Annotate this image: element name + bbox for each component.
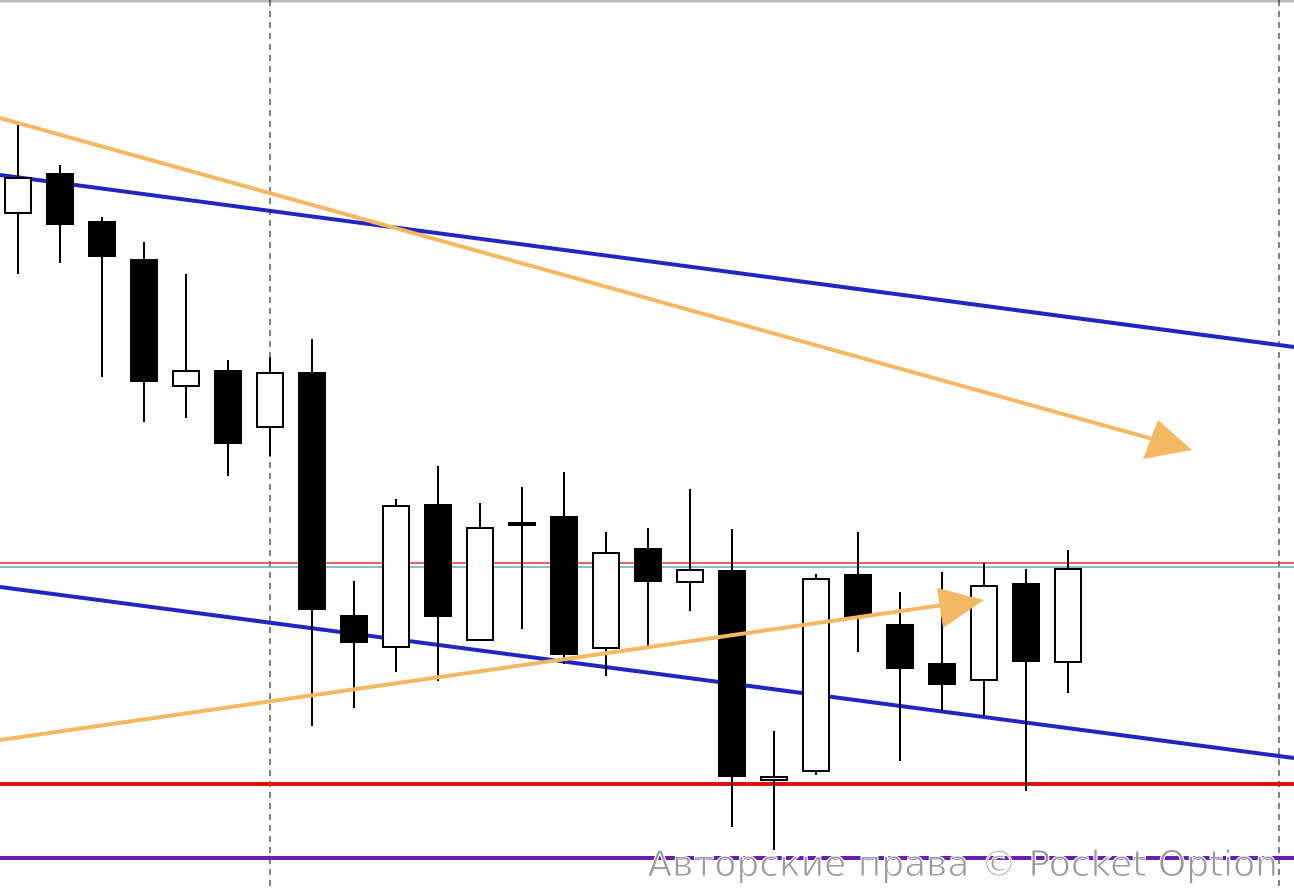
candle-body <box>718 570 746 777</box>
candle-body <box>676 569 704 583</box>
candle-body <box>760 776 788 781</box>
candle-body <box>214 370 242 444</box>
candle-body <box>424 504 452 617</box>
candle-body <box>172 370 200 387</box>
channel-line <box>0 173 1294 349</box>
candle-body <box>340 615 368 643</box>
candle-body <box>256 372 284 428</box>
arrow-head <box>1143 420 1192 459</box>
candle-body <box>928 663 956 685</box>
trend-arrow <box>0 116 1161 443</box>
candle-body <box>298 372 326 610</box>
candle-body <box>46 173 74 225</box>
channel-line <box>0 585 1294 760</box>
candle-body <box>382 505 410 648</box>
candle-body <box>802 578 830 772</box>
candle-body <box>508 522 536 526</box>
candle-body <box>550 516 578 655</box>
candles <box>4 123 1082 850</box>
candle-body <box>1054 568 1082 663</box>
arrow-head <box>937 588 984 628</box>
candle-body <box>592 552 620 649</box>
candle-body <box>634 548 662 582</box>
watermark: Авторские права © Pocket Option <box>648 844 1279 885</box>
candle-body <box>130 259 158 382</box>
candle-body <box>844 574 872 617</box>
trend-arrow <box>0 602 951 742</box>
candle-body <box>88 221 116 257</box>
candle-body <box>1012 583 1040 662</box>
candle-body <box>466 527 494 641</box>
candle-body <box>886 624 914 669</box>
candle-body <box>4 177 32 214</box>
